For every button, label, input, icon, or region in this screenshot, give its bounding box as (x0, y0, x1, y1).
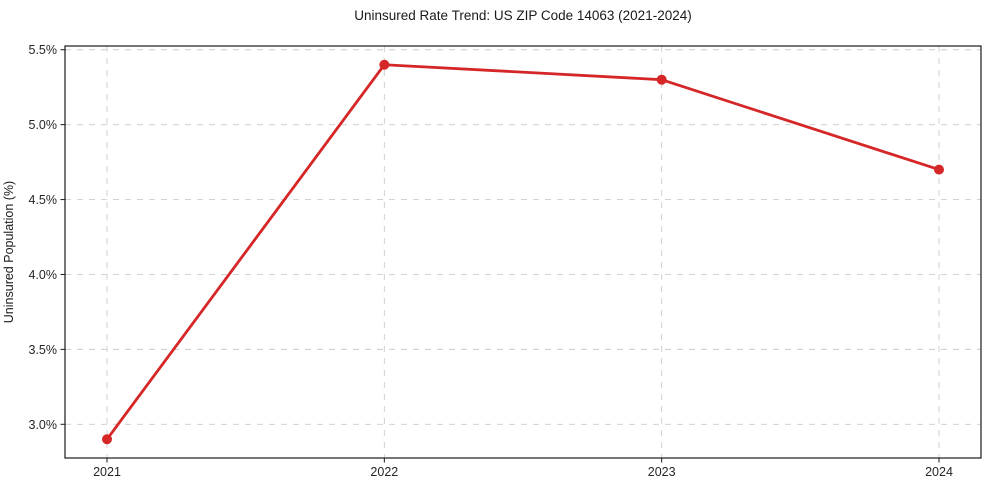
x-tick-label: 2024 (925, 465, 953, 479)
data-point-2021 (102, 434, 112, 445)
gridlines (65, 46, 981, 458)
y-tick-label: 3.5% (29, 343, 58, 357)
data-point-2023 (656, 74, 667, 85)
x-tick-label: 2022 (370, 465, 398, 479)
y-tick-label: 4.5% (29, 193, 58, 207)
trend-line (105, 63, 941, 441)
y-tick-label: 5.0% (29, 118, 58, 132)
plot-frame (64, 45, 982, 459)
y-tick-label: 3.0% (29, 418, 58, 432)
y-tick-label: 5.5% (29, 43, 58, 57)
axes (60, 45, 982, 463)
x-tick-label: 2021 (93, 465, 121, 479)
data-point-2024 (934, 164, 944, 175)
y-tick-label: 4.0% (29, 268, 58, 282)
tick-labels: 3.0% 3.5% 4.0% 4.5% 5.0% 5.5% 2021 2022 2023 2024 (29, 43, 953, 479)
data-point-2022 (379, 59, 390, 70)
data-series (102, 59, 944, 445)
chart-title: Uninsured Rate Trend: US ZIP Code 14063 … (354, 8, 691, 23)
y-axis-label: Uninsured Population (%) (2, 181, 16, 323)
x-tick-label: 2023 (648, 465, 676, 479)
